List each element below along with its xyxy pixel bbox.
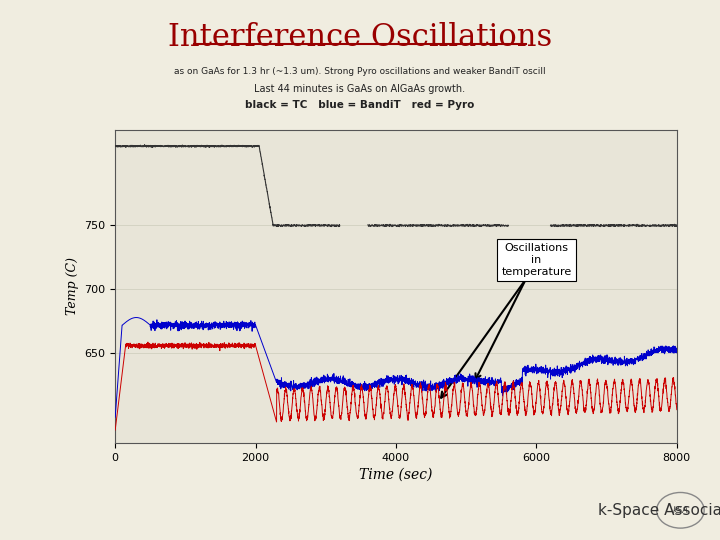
Text: kSA: kSA [672,506,688,515]
X-axis label: Time (sec): Time (sec) [359,468,433,482]
Text: as on GaAs for 1.3 hr (~1.3 um). Strong Pyro oscillations and weaker BandiT osci: as on GaAs for 1.3 hr (~1.3 um). Strong … [174,68,546,77]
Text: k-Space Associates, Inc.: k-Space Associates, Inc. [598,503,720,518]
Text: black = TC   blue = BandiT   red = Pyro: black = TC blue = BandiT red = Pyro [246,100,474,110]
Text: Interference Oscillations: Interference Oscillations [168,22,552,52]
Text: Last 44 minutes is GaAs on AlGaAs growth.: Last 44 minutes is GaAs on AlGaAs growth… [254,84,466,94]
Y-axis label: Temp (C): Temp (C) [66,257,78,315]
Text: Oscillations
in
temperature: Oscillations in temperature [501,244,572,276]
